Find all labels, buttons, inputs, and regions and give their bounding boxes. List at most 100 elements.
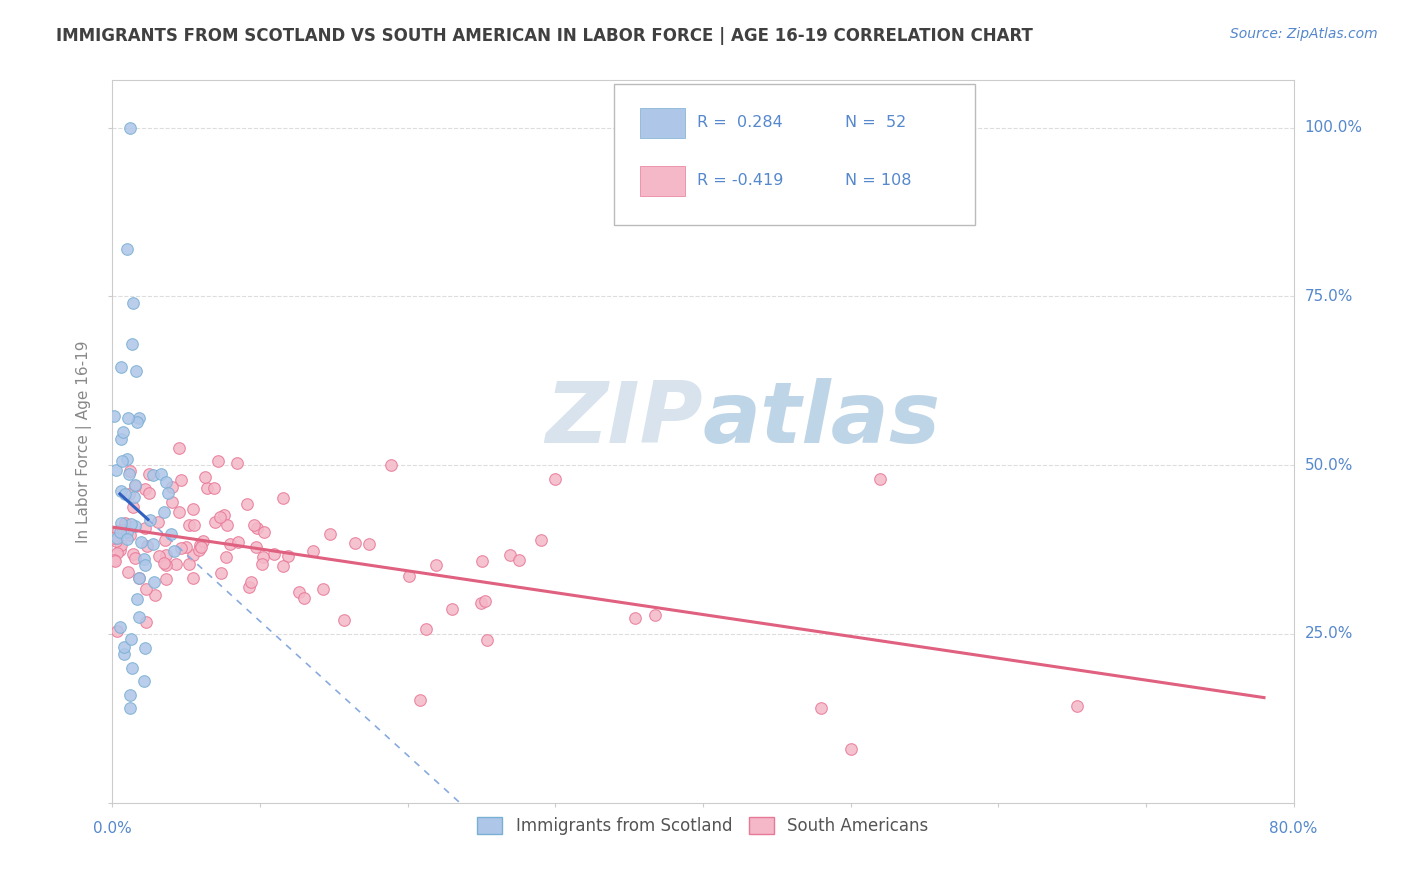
Point: [204, 481, 226, 495]
Point: [115, 533, 138, 547]
Point: [111, 425, 134, 439]
Point: [530, 533, 553, 548]
Point: [475, 632, 498, 647]
Point: [114, 516, 136, 530]
Point: [105, 534, 128, 549]
Point: [138, 467, 160, 481]
Point: [114, 517, 136, 532]
Point: [128, 571, 150, 585]
Point: [153, 556, 176, 570]
Point: [112, 640, 135, 655]
Point: [121, 336, 143, 351]
Point: [131, 535, 153, 549]
Point: [245, 540, 267, 554]
Point: [183, 518, 205, 533]
Point: [398, 569, 420, 583]
Point: [157, 485, 180, 500]
Point: [117, 451, 139, 466]
Point: [111, 453, 134, 467]
Point: [117, 242, 138, 256]
Point: [215, 549, 238, 564]
Point: [271, 559, 294, 574]
Point: [142, 537, 165, 551]
Point: [508, 553, 530, 567]
Point: [103, 409, 125, 423]
Point: [207, 453, 229, 467]
Point: [624, 610, 647, 624]
Point: [105, 462, 128, 476]
Point: [177, 517, 200, 532]
Point: [122, 296, 145, 310]
Point: [160, 495, 183, 509]
Point: [127, 415, 149, 429]
Point: [153, 533, 176, 548]
Point: [114, 487, 136, 501]
Text: 50.0%: 50.0%: [1305, 458, 1353, 473]
Point: [117, 410, 139, 425]
Point: [121, 661, 143, 675]
Text: 100.0%: 100.0%: [1305, 120, 1362, 135]
Point: [103, 553, 125, 567]
Point: [108, 525, 131, 540]
Point: [117, 525, 139, 540]
Point: [236, 497, 259, 511]
Point: [110, 359, 132, 374]
Point: [132, 552, 155, 566]
Point: [245, 521, 267, 535]
Bar: [640, 166, 685, 196]
Point: [170, 541, 193, 555]
Point: [120, 701, 142, 715]
Point: [167, 505, 190, 519]
Point: [302, 544, 325, 558]
Point: [440, 602, 463, 616]
Text: 0.0%: 0.0%: [93, 822, 132, 837]
Point: [155, 558, 177, 572]
Point: [288, 585, 311, 599]
Point: [118, 467, 141, 481]
Point: [181, 549, 204, 563]
Point: [134, 521, 156, 535]
Point: [644, 607, 666, 622]
Point: [380, 458, 402, 472]
Point: [179, 557, 201, 571]
Point: [409, 692, 432, 706]
Point: [194, 470, 217, 484]
Point: [122, 500, 145, 515]
Point: [138, 513, 160, 527]
Point: [124, 550, 146, 565]
Point: [271, 491, 294, 506]
Point: [357, 537, 380, 551]
Point: [153, 505, 176, 519]
Point: [142, 467, 165, 482]
Point: [839, 741, 862, 756]
Text: N = 108: N = 108: [845, 173, 911, 188]
Point: [105, 624, 128, 639]
Point: [135, 615, 157, 629]
Point: [107, 524, 129, 538]
Point: [105, 546, 128, 560]
Point: [134, 558, 156, 572]
Point: [160, 480, 183, 494]
Point: [120, 632, 142, 647]
Point: [128, 411, 150, 425]
Point: [148, 549, 170, 563]
Point: [122, 490, 145, 504]
Point: [149, 467, 172, 481]
Point: [105, 531, 128, 545]
Point: [134, 640, 156, 655]
Point: [103, 531, 125, 545]
Point: [193, 534, 215, 549]
Point: [117, 565, 139, 579]
Point: [204, 515, 226, 529]
Point: [218, 537, 240, 551]
Point: [146, 515, 169, 529]
Point: [110, 432, 132, 446]
Point: [110, 538, 132, 552]
Point: [277, 549, 299, 563]
Point: [174, 540, 197, 554]
Point: [544, 472, 567, 486]
Point: [112, 647, 135, 661]
Point: [118, 688, 141, 702]
Point: [209, 566, 232, 581]
Point: [250, 557, 273, 571]
